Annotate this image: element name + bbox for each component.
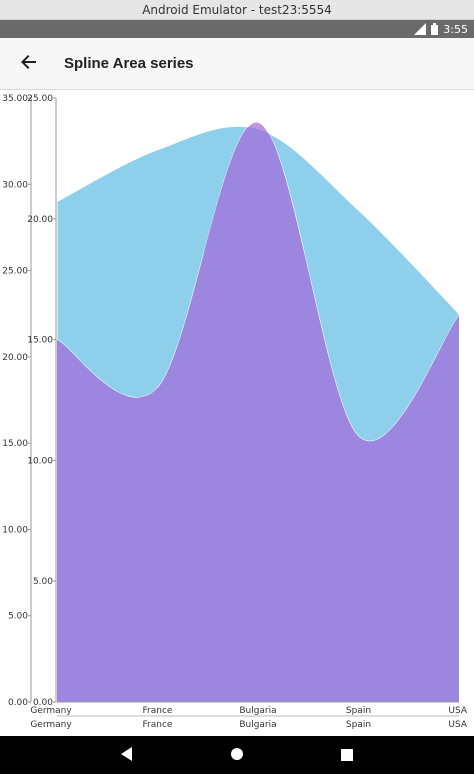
y-axis-2-tick-label: 10.00 <box>27 456 53 466</box>
status-time: 3:55 <box>443 22 468 36</box>
emulator-title: Android Emulator - test23:5554 <box>142 2 332 17</box>
nav-back-button[interactable] <box>112 740 142 770</box>
x-axis-2-category-label: France <box>143 720 173 730</box>
app-bar: Spline Area series <box>0 38 474 90</box>
chart-svg: 0.00 5.00 10.00 15.00 20.00 25.00 30.00 35.00 0.… <box>2 94 468 730</box>
series-overlap-area <box>57 126 459 702</box>
y-axis-1-tick-label: 0.00 <box>8 698 28 708</box>
nav-recents-icon <box>341 746 353 765</box>
y-axis-1-tick-label: 15.00 <box>2 439 28 449</box>
x-axis-1-category-label: Bulgaria <box>239 706 276 716</box>
y-axis-2-tick-label: 15.00 <box>27 336 53 346</box>
x-axis-2-category-label: USA <box>448 720 467 730</box>
y-axis-1-tick-label: 35.00 <box>2 94 28 104</box>
y-axis-2-tick-label: 20.00 <box>27 215 53 225</box>
arrow-back-icon <box>21 54 37 74</box>
y-axis-1-tick-label: 25.00 <box>2 267 28 277</box>
nav-back-icon <box>120 746 134 765</box>
page-title: Spline Area series <box>64 55 194 72</box>
x-axis-1-category-label: USA <box>448 706 467 716</box>
nav-recents-button[interactable] <box>332 740 362 770</box>
y-axis-2-tick-label: 0.00 <box>33 698 53 708</box>
x-axis-1-category-label: France <box>143 706 173 716</box>
back-button[interactable] <box>0 38 58 90</box>
emulator-title-bar: Android Emulator - test23:5554 <box>0 0 474 20</box>
y-axis-2-tick-label: 25.00 <box>27 94 53 104</box>
y-axis-1-tick-label: 20.00 <box>2 353 28 363</box>
signal-icon <box>414 23 427 35</box>
y-axis-1-tick-label: 10.00 <box>2 525 28 535</box>
x-axis-1-category-label: Germany <box>30 706 72 716</box>
android-nav-bar <box>0 736 474 774</box>
spline-area-chart: 0.00 5.00 10.00 15.00 20.00 25.00 30.00 35.00 0.… <box>0 90 474 736</box>
y-axis-1-tick-label: 30.00 <box>2 180 28 190</box>
x-axis-2-category-label: Bulgaria <box>239 720 276 730</box>
x-axis-2-category-label: Germany <box>30 720 72 730</box>
y-axis-1-tick-label: 5.00 <box>8 612 28 622</box>
status-bar: 3:55 <box>0 20 474 38</box>
nav-home-button[interactable] <box>222 740 252 770</box>
x-axis-1-category-label: Spain <box>346 706 371 716</box>
nav-home-icon <box>230 746 244 765</box>
battery-icon <box>431 23 439 35</box>
y-axis-2-tick-label: 5.00 <box>33 577 53 587</box>
x-axis-2-category-label: Spain <box>346 720 371 730</box>
